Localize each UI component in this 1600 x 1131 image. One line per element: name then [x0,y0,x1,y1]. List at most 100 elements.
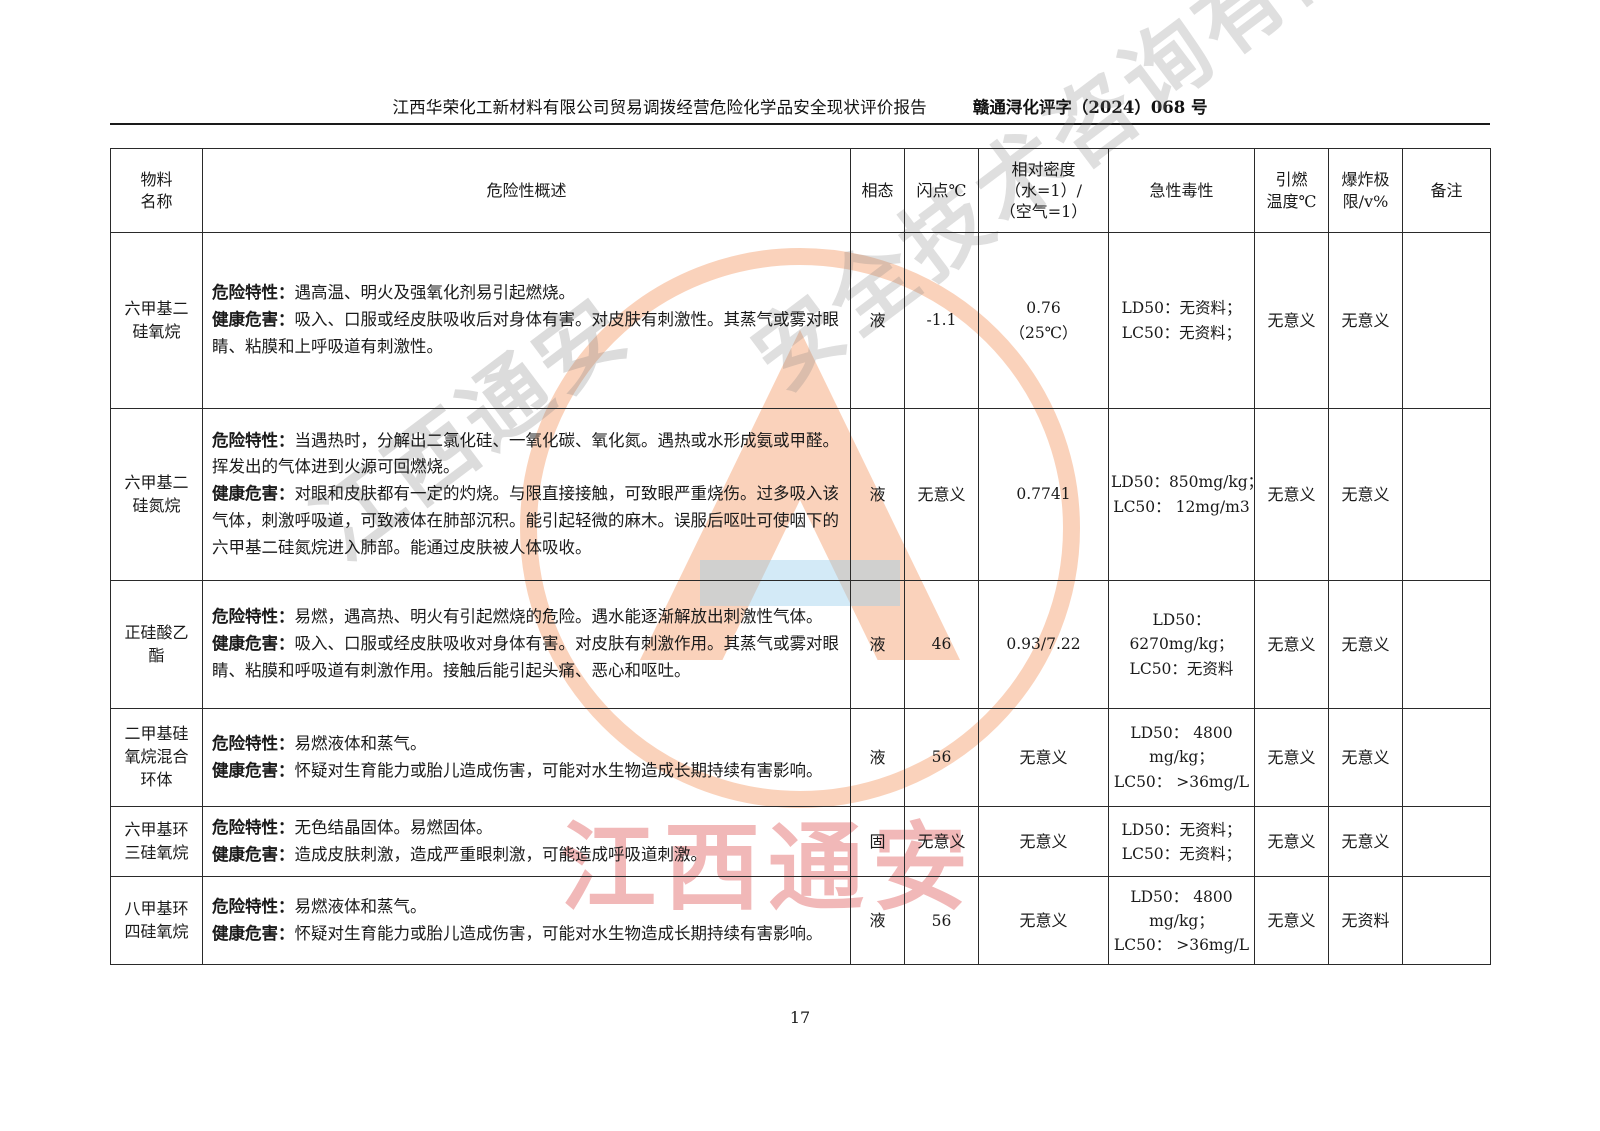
hazard-characteristics-label: 危险特性： [212,818,295,837]
running-header: 江西华荣化工新材料有限公司贸易调拨经营危险化学品安全现状评价报告 赣通浔化评字（… [110,88,1490,128]
cell-ignition-temperature: 无意义 [1254,232,1329,409]
cell-phase: 固 [850,805,905,878]
cell-relative-density: 0.76 （25℃） [978,232,1109,409]
cell-explosion-limit: 无资料 [1328,876,1403,966]
cell-hazard-description: 危险特性：易燃液体和蒸气。 健康危害：怀疑对生育能力或胎儿造成伤害，可能对水生物… [202,876,851,966]
cell-acute-toxicity: LD50：无资料； LC50：无资料； [1108,232,1255,409]
hazard-characteristics-text: 易燃液体和蒸气。 [294,733,427,753]
cell-remark [1402,232,1491,409]
hazard-characteristics-paragraph: 危险特性：当遇热时，分解出二氯化硅、一氧化碳、氧化氮。遇热或水形成氨或甲醛。挥发… [212,428,842,481]
cell-ignition-temperature: 无意义 [1254,805,1329,878]
cell-flash-point: 56 [904,876,979,966]
hazard-characteristics-label: 危险特性： [212,283,295,303]
cell-acute-toxicity: LD50：无资料； LC50：无资料； [1108,805,1255,878]
hazard-characteristics-label: 危险特性： [212,733,295,753]
table-row: 二甲基硅 氧烷混合 环体 危险特性：易燃液体和蒸气。 健康危害：怀疑对生育能力或… [110,708,1491,807]
cell-explosion-limit: 无意义 [1328,708,1403,807]
cell-acute-toxicity: LD50：850mg/kg； LC50： 12mg/m3 [1108,408,1263,581]
cell-ignition-temperature: 无意义 [1254,408,1329,581]
cell-acute-toxicity: LD50： 6270mg/kg； LC50：无资料 [1108,580,1255,709]
health-hazard-text: 对眼和皮肤都有一定的灼烧。与限直接接触，可致眼严重烧伤。过多吸入该气体，刺激呼吸… [212,484,839,557]
cell-material-name: 六甲基二 硅氧烷 [110,232,203,409]
column-header-explosion-limit: 爆炸极 限/v% [1328,148,1403,233]
header-report-title: 江西华荣化工新材料有限公司贸易调拨经营危险化学品安全现状评价报告 [392,98,927,117]
health-hazard-paragraph: 健康危害：怀疑对生育能力或胎儿造成伤害，可能对水生物造成长期持续有害影响。 [212,921,842,948]
cell-relative-density: 无意义 [978,805,1109,878]
hazard-table-container: 物料 名称 危险性概述 相态 闪点℃ 相对密度 （水=1）/ [110,148,1491,966]
table-row: 六甲基二 硅氮烷 危险特性：当遇热时，分解出二氯化硅、一氧化碳、氧化氮。遇热或水… [110,408,1491,581]
health-hazard-label: 健康危害： [212,310,295,330]
table-row: 八甲基环 四硅氧烷 危险特性：易燃液体和蒸气。 健康危害：怀疑对生育能力或胎儿造… [110,876,1491,966]
hazard-characteristics-text: 遇高温、明火及强氧化剂易引起燃烧。 [294,283,576,303]
cell-material-name: 六甲基环 三硅氧烷 [110,805,203,878]
column-header-hazard-description: 危险性概述 [202,148,851,233]
table-header-row: 物料 名称 危险性概述 相态 闪点℃ 相对密度 （水=1）/ [110,148,1491,233]
hazard-characteristics-text: 当遇热时，分解出二氯化硅、一氧化碳、氧化氮。遇热或水形成氨或甲醛。挥发出的气体进… [212,430,839,477]
health-hazard-paragraph: 健康危害：怀疑对生育能力或胎儿造成伤害，可能对水生物造成长期持续有害影响。 [212,758,842,785]
column-header-acute-toxicity: 急性毒性 [1108,148,1255,233]
cell-flash-point: 56 [904,708,979,807]
column-header-flash-point: 闪点℃ [904,148,979,233]
cell-ignition-temperature: 无意义 [1254,580,1329,709]
cell-relative-density: 无意义 [978,708,1109,807]
health-hazard-label: 健康危害： [212,923,295,943]
health-hazard-paragraph: 健康危害：造成皮肤刺激，造成严重眼刺激，可能造成呼吸道刺激。 [212,842,842,869]
cell-remark [1402,580,1491,709]
column-header-phase: 相态 [850,148,905,233]
health-hazard-paragraph: 健康危害：吸入、口服或经皮肤吸收对身体有害。对皮肤有刺激作用。其蒸气或雾对眼睛、… [212,631,842,684]
health-hazard-label: 健康危害： [212,634,295,654]
cell-explosion-limit: 无意义 [1328,580,1403,709]
health-hazard-label: 健康危害： [212,844,295,864]
table-body: 六甲基二 硅氧烷 危险特性：遇高温、明火及强氧化剂易引起燃烧。 健康危害：吸入、… [110,232,1491,966]
cell-relative-density: 无意义 [978,876,1109,966]
column-header-relative-density: 相对密度 （水=1）/ （空气=1） [978,148,1109,233]
cell-phase: 液 [850,708,905,807]
cell-explosion-limit: 无意义 [1328,408,1403,581]
cell-hazard-description: 危险特性：遇高温、明火及强氧化剂易引起燃烧。 健康危害：吸入、口服或经皮肤吸收后… [202,232,851,409]
hazard-characteristics-text: 易燃，遇高热、明火有引起燃烧的危险。遇水能逐渐解放出刺激性气体。 [294,607,823,627]
health-hazard-label: 健康危害： [212,760,295,780]
hazard-characteristics-label: 危险特性： [212,430,295,450]
cell-material-name: 八甲基环 四硅氧烷 [110,876,203,966]
health-hazard-paragraph: 健康危害：对眼和皮肤都有一定的灼烧。与限直接接触，可致眼严重烧伤。过多吸入该气体… [212,481,842,561]
hazard-characteristics-text: 无色结晶固体。易燃固体。 [294,818,493,837]
cell-material-name: 二甲基硅 氧烷混合 环体 [110,708,203,807]
health-hazard-text: 怀疑对生育能力或胎儿造成伤害，可能对水生物造成长期持续有害影响。 [294,760,823,780]
hazard-characteristics-paragraph: 危险特性：易燃液体和蒸气。 [212,731,842,758]
hazard-characteristics-paragraph: 危险特性：无色结晶固体。易燃固体。 [212,815,842,842]
cell-remark [1402,408,1491,581]
column-header-ignition-temperature: 引燃 温度℃ [1254,148,1329,233]
cell-remark [1402,876,1491,966]
health-hazard-text: 吸入、口服或经皮肤吸收后对身体有害。对皮肤有刺激性。其蒸气或雾对眼睛、粘膜和上呼… [212,310,839,356]
cell-ignition-temperature: 无意义 [1254,708,1329,807]
table-row: 六甲基二 硅氧烷 危险特性：遇高温、明火及强氧化剂易引起燃烧。 健康危害：吸入、… [110,232,1491,409]
cell-hazard-description: 危险特性：易燃，遇高热、明火有引起燃烧的危险。遇水能逐渐解放出刺激性气体。 健康… [202,580,851,709]
cell-relative-density: 0.93/7.22 [978,580,1109,709]
hazard-characteristics-paragraph: 危险特性：遇高温、明火及强氧化剂易引起燃烧。 [212,280,842,307]
cell-hazard-description: 危险特性：无色结晶固体。易燃固体。 健康危害：造成皮肤刺激，造成严重眼刺激，可能… [202,805,851,878]
cell-flash-point: 46 [904,580,979,709]
header-report-number: 赣通浔化评字（2024）068 号 [972,98,1208,117]
cell-acute-toxicity: LD50： 4800 mg/kg； LC50： >36mg/L [1108,876,1255,966]
cell-explosion-limit: 无意义 [1328,232,1403,409]
hazard-characteristics-paragraph: 危险特性：易燃液体和蒸气。 [212,894,842,921]
hazard-characteristics-paragraph: 危险特性：易燃，遇高热、明火有引起燃烧的危险。遇水能逐渐解放出刺激性气体。 [212,604,842,631]
cell-hazard-description: 危险特性：易燃液体和蒸气。 健康危害：怀疑对生育能力或胎儿造成伤害，可能对水生物… [202,708,851,807]
cell-phase: 液 [850,408,905,581]
cell-flash-point: 无意义 [904,805,979,878]
table-row: 正硅酸乙 酯 危险特性：易燃，遇高热、明火有引起燃烧的危险。遇水能逐渐解放出刺激… [110,580,1491,709]
table-header-row-group: 物料 名称 危险性概述 相态 闪点℃ 相对密度 （水=1）/ [110,148,1491,233]
cell-ignition-temperature: 无意义 [1254,876,1329,966]
hazard-characteristics-label: 危险特性： [212,607,295,627]
cell-explosion-limit: 无意义 [1328,805,1403,878]
cell-phase: 液 [850,580,905,709]
health-hazard-text: 吸入、口服或经皮肤吸收对身体有害。对皮肤有刺激作用。其蒸气或雾对眼睛、粘膜和呼吸… [212,634,839,680]
cell-phase: 液 [850,232,905,409]
hazard-properties-table: 物料 名称 危险性概述 相态 闪点℃ 相对密度 （水=1）/ [110,148,1491,966]
cell-remark [1402,708,1491,807]
cell-acute-toxicity: LD50： 4800 mg/kg； LC50： >36mg/L [1108,708,1255,807]
cell-phase: 液 [850,876,905,966]
health-hazard-text: 造成皮肤刺激，造成严重眼刺激，可能造成呼吸道刺激。 [294,844,708,864]
hazard-characteristics-label: 危险特性： [212,897,295,917]
